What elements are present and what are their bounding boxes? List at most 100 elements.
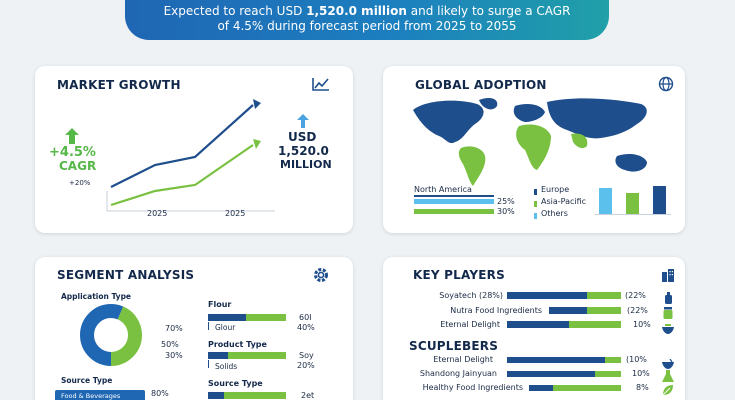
- donut-label-30: 30%: [165, 351, 183, 360]
- player-bar-1: [507, 292, 621, 299]
- globe-icon[interactable]: [658, 76, 674, 96]
- legend-bar-green: [414, 209, 494, 214]
- asia-shape: [547, 98, 647, 139]
- player-bar-2: [549, 307, 621, 314]
- application-type-label: Application Type: [61, 292, 132, 301]
- legend-europe: Europe: [541, 185, 570, 194]
- donut-label-70: 70%: [165, 324, 183, 333]
- supplier-name-2: Shandong Jainyuan: [419, 369, 497, 378]
- header-banner: Expected to reach USD 1,520.0 million an…: [125, 0, 609, 40]
- player-name-3: Eternal Delight: [440, 320, 500, 329]
- usd-unit: MILLION: [280, 158, 332, 171]
- global-adoption-title: GLOBAL ADOPTION: [415, 78, 547, 92]
- x-label-1: 2025: [147, 209, 168, 218]
- application-donut-chart: [80, 304, 142, 366]
- market-growth-card: MARKET GROWTH +4.5% CAGR +20% 2025 2025 …: [35, 66, 353, 233]
- source-type-right-title: Source Type: [208, 379, 263, 388]
- market-growth-title: MARKET GROWTH: [57, 78, 181, 92]
- supplier-bar-1-blue: [507, 357, 605, 363]
- product-type-title: Product Type: [208, 340, 267, 349]
- y-tick-label: +20%: [69, 179, 91, 187]
- africa-shape: [516, 124, 551, 170]
- legend-bar-north-america: [414, 195, 494, 197]
- leaf-icon: [662, 381, 674, 400]
- gear-icon[interactable]: [312, 266, 330, 288]
- jar-icon: [663, 304, 673, 323]
- usd-value: 1,520.0: [278, 144, 329, 158]
- suppliers-title: SCUPLEBERS: [409, 339, 499, 353]
- player-bar-1-blue: [507, 292, 587, 299]
- legend-asia-pacific: Asia-Pacific: [541, 197, 587, 206]
- usd-label: USD: [288, 130, 317, 144]
- building-icon[interactable]: [661, 267, 677, 286]
- supplier-bar-2: [507, 371, 621, 377]
- segment-analysis-title: SEGMENT ANALYSIS: [57, 268, 195, 282]
- mini-bar-axis: [595, 214, 671, 215]
- australia-shape: [615, 154, 647, 172]
- bowl-icon-2: [662, 354, 674, 373]
- supplier-bar-2-blue: [507, 371, 595, 377]
- south-asia-shape: [571, 133, 588, 149]
- source-type-right-bar: [208, 392, 286, 399]
- supplier-bar-3: [529, 385, 621, 391]
- product-type-bar: [208, 352, 286, 359]
- product-type-divider: [208, 360, 209, 368]
- growth-line-chart: [106, 99, 275, 212]
- player-value-3: 10%: [633, 320, 651, 329]
- blue-arrowhead: [253, 99, 261, 109]
- flour-bar-blue: [208, 314, 246, 321]
- supplier-value-2: 10%: [632, 369, 650, 378]
- banner-value: 1,520.0 million: [306, 4, 407, 18]
- trend-chart-icon[interactable]: [311, 76, 331, 96]
- key-players-title: KEY PLAYERS: [413, 268, 505, 282]
- banner-prefix: Expected to reach USD: [163, 4, 307, 18]
- supplier-name-1: Eternal Delight: [433, 355, 493, 364]
- flask-icon: [662, 367, 674, 386]
- player-name-2: Nutra Food Ingredients: [450, 306, 542, 315]
- legend-others: Others: [541, 209, 568, 218]
- product-type-bar-blue: [208, 352, 228, 359]
- supplier-value-3: 8%: [636, 383, 649, 392]
- source-type-button-label: Food & Beverages: [61, 392, 121, 400]
- legend-value-30: 30%: [497, 207, 515, 216]
- product-type-value-1: Soy: [299, 351, 314, 360]
- greenland-shape: [479, 98, 498, 110]
- mini-bar-3: [653, 186, 666, 214]
- legend-dash-asia: [534, 201, 537, 207]
- source-type-right-bar-blue: [208, 392, 224, 399]
- cagr-label: CAGR: [59, 159, 97, 173]
- player-bar-3-blue: [507, 321, 569, 328]
- flour-bar: [208, 314, 286, 321]
- source-type-right-value: 2et: [301, 391, 315, 400]
- green-arrowhead: [253, 139, 261, 149]
- flour-value-1: 60I: [299, 313, 312, 322]
- supplier-value-1: (10%: [626, 355, 647, 364]
- world-map: [413, 98, 647, 186]
- player-name-1: Soyatech (28%): [439, 291, 503, 300]
- mini-bar-2: [626, 193, 639, 214]
- cagr-value: +4.5%: [49, 145, 96, 160]
- flour-divider: [208, 322, 209, 330]
- key-players-card: KEY PLAYERS Soyatech (28%) (22% Nutra Fo…: [383, 257, 685, 400]
- x-label-2: 2025: [225, 209, 246, 218]
- source-type-value: 80%: [151, 389, 169, 398]
- bottle-icon: [664, 289, 673, 308]
- mini-bar-1: [599, 188, 612, 214]
- legend-north-america: North America: [414, 185, 472, 194]
- banner-line-2: of 4.5% during forecast period from 2025…: [217, 19, 517, 33]
- legend-dash-europe: [534, 189, 537, 195]
- blue-growth-line: [110, 104, 254, 188]
- source-type-button[interactable]: Food & Beverages: [55, 390, 145, 400]
- flour-title: Flour: [208, 300, 232, 309]
- supplier-name-3: Healthy Food Ingredients: [422, 383, 523, 392]
- global-adoption-card: GLOBAL ADOPTION North America 25% 30% Eu…: [383, 66, 685, 233]
- usd-up-arrow-icon: [297, 113, 309, 132]
- player-bar-2-blue: [549, 307, 587, 314]
- donut-label-50: 50%: [161, 340, 179, 349]
- north-america-shape: [413, 100, 484, 144]
- europe-shape: [513, 104, 545, 122]
- source-type-label: Source Type: [61, 376, 113, 385]
- product-type-sub: Solids: [215, 362, 238, 371]
- banner-suffix: and likely to surge a CAGR: [406, 4, 571, 18]
- product-type-value-2: 20%: [297, 361, 315, 370]
